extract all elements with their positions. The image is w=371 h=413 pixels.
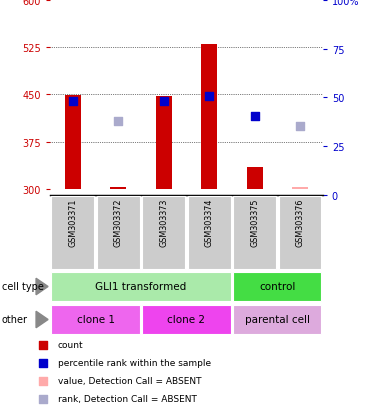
Point bbox=[40, 342, 46, 349]
Bar bbox=[292, 188, 308, 189]
Point bbox=[70, 98, 76, 105]
Point bbox=[115, 118, 121, 125]
Bar bbox=[247, 167, 263, 189]
Bar bbox=[188, 197, 230, 269]
Text: GSM303371: GSM303371 bbox=[68, 199, 77, 247]
Bar bbox=[65, 96, 81, 189]
Text: control: control bbox=[259, 282, 296, 292]
Text: count: count bbox=[58, 341, 83, 350]
Point bbox=[161, 98, 167, 105]
Bar bbox=[142, 305, 230, 335]
Polygon shape bbox=[36, 279, 48, 295]
Text: cell type: cell type bbox=[2, 282, 44, 292]
Point bbox=[206, 93, 212, 100]
Bar bbox=[52, 272, 230, 301]
Text: GSM303376: GSM303376 bbox=[296, 199, 305, 247]
Bar bbox=[279, 197, 321, 269]
Text: clone 2: clone 2 bbox=[167, 315, 206, 325]
Bar bbox=[156, 96, 172, 189]
Bar bbox=[201, 45, 217, 189]
Text: GLI1 transformed: GLI1 transformed bbox=[95, 282, 187, 292]
Text: GSM303373: GSM303373 bbox=[159, 199, 168, 247]
Point bbox=[40, 360, 46, 366]
Text: other: other bbox=[2, 315, 28, 325]
Bar bbox=[233, 197, 276, 269]
Polygon shape bbox=[36, 311, 48, 328]
Bar bbox=[142, 197, 185, 269]
Text: value, Detection Call = ABSENT: value, Detection Call = ABSENT bbox=[58, 377, 201, 386]
Point bbox=[297, 123, 303, 130]
Text: clone 1: clone 1 bbox=[76, 315, 115, 325]
Bar bbox=[52, 197, 94, 269]
Text: percentile rank within the sample: percentile rank within the sample bbox=[58, 358, 211, 368]
Point bbox=[40, 396, 46, 402]
Bar bbox=[97, 197, 139, 269]
Bar bbox=[110, 188, 126, 189]
Point bbox=[252, 114, 257, 121]
Text: GSM303372: GSM303372 bbox=[114, 199, 123, 247]
Text: GSM303374: GSM303374 bbox=[205, 199, 214, 247]
Bar bbox=[233, 272, 321, 301]
Text: parental cell: parental cell bbox=[245, 315, 310, 325]
Point bbox=[40, 378, 46, 385]
Text: GSM303375: GSM303375 bbox=[250, 199, 259, 247]
Text: rank, Detection Call = ABSENT: rank, Detection Call = ABSENT bbox=[58, 394, 197, 404]
Bar bbox=[52, 305, 139, 335]
Bar bbox=[233, 305, 321, 335]
